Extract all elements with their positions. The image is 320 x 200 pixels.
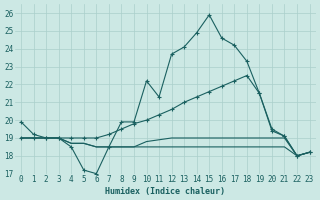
X-axis label: Humidex (Indice chaleur): Humidex (Indice chaleur) (105, 187, 225, 196)
